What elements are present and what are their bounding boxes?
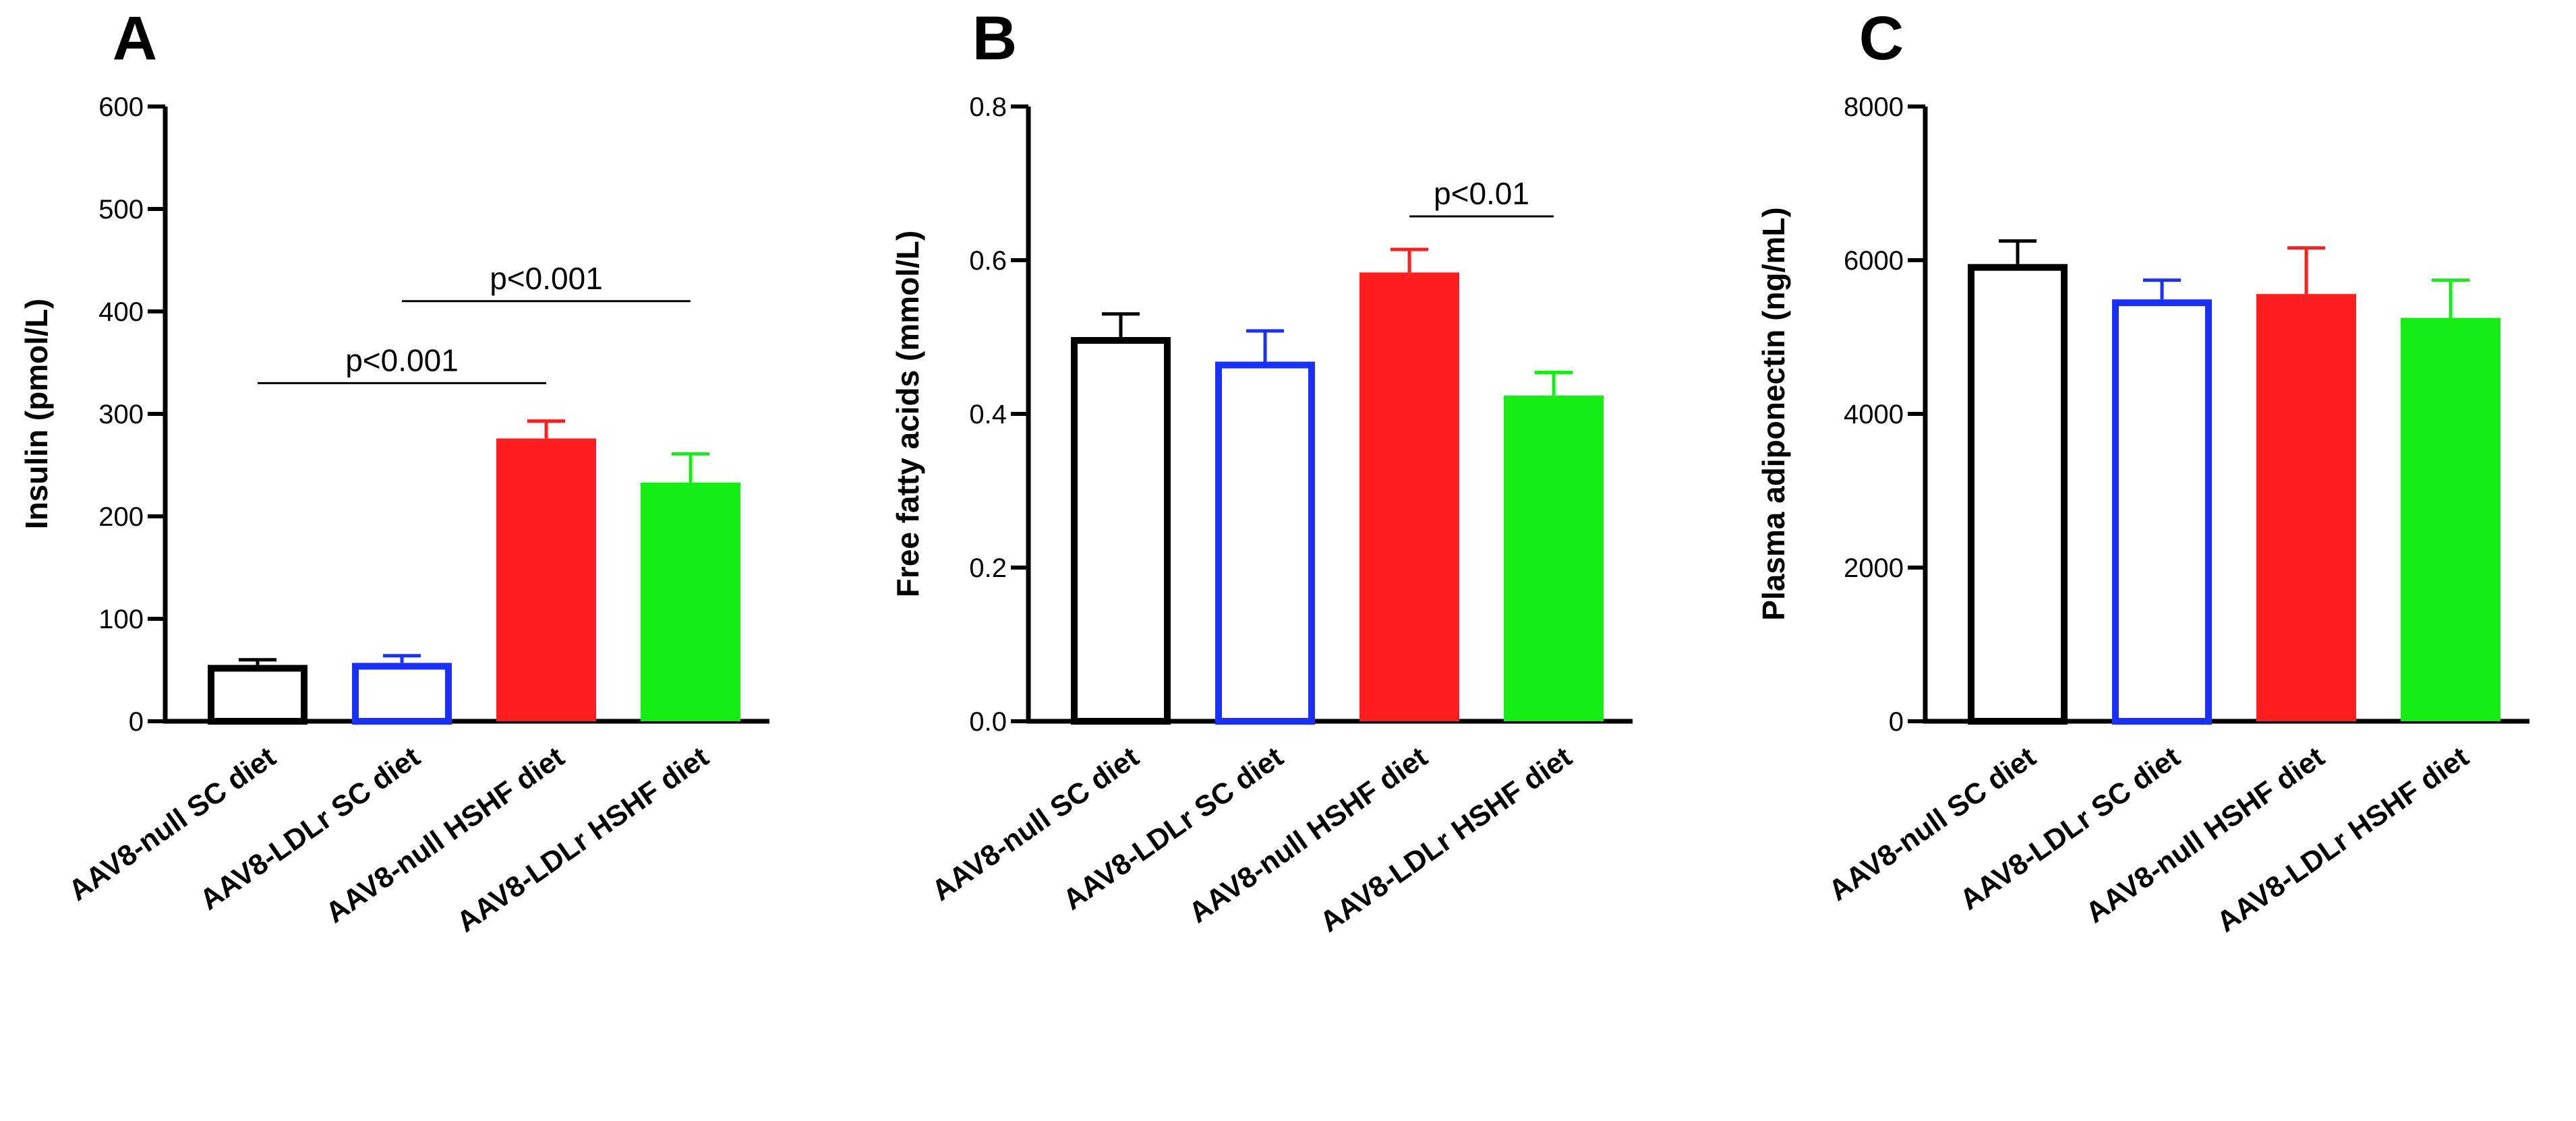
y-axis-label: Free fatty acids (mmol/L)	[890, 231, 925, 597]
x-tick-label: AAV8-LDLr HSHF diet	[1314, 741, 1578, 939]
y-tick-label: 0.8	[969, 92, 1007, 122]
panel-b: B Free fatty acids (mmol/L) 0.0 0.2 0.4 0.6 0.…	[890, 4, 1633, 939]
y-tick-label: 200	[98, 502, 144, 532]
y-tick-label: 400	[98, 297, 144, 327]
panel-letter: B	[972, 4, 1017, 73]
significance-label: p<0.01	[1434, 176, 1529, 211]
y-tick-label: 2000	[1844, 553, 1904, 583]
bar	[2401, 317, 2500, 721]
bar	[2112, 299, 2212, 725]
y-tick-label: 500	[98, 195, 144, 224]
bar	[641, 482, 740, 721]
bar	[496, 438, 596, 721]
y-tick-label: 0	[1889, 707, 1904, 737]
bar	[1504, 395, 1604, 721]
bar	[2256, 294, 2356, 721]
y-tick-label: 0.0	[969, 707, 1007, 737]
y-tick-label: 8000	[1844, 92, 1904, 122]
significance-label: p<0.001	[490, 261, 603, 296]
y-tick-label: 600	[98, 92, 144, 122]
panel-letter: A	[113, 4, 157, 73]
bar	[208, 665, 308, 725]
bar	[1215, 361, 1315, 725]
y-axis-label: Plasma adiponectin (ng/mL)	[1756, 207, 1791, 620]
y-tick-label: 0.2	[969, 553, 1007, 583]
y-tick-label: 4000	[1844, 400, 1904, 429]
panel-a: A Insulin (pmol/L) 0 100 200 300 400 500 600 AAV8…	[19, 4, 769, 939]
y-tick-label: 0	[129, 707, 144, 737]
bar	[1968, 264, 2068, 725]
x-tick-label: AAV8-null HSHF diet	[320, 741, 570, 930]
y-tick-label: 6000	[1844, 246, 1904, 276]
x-tick-label: AAV8-LDLr HSHF diet	[451, 741, 715, 939]
x-tick-label: AAV8-LDLr HSHF diet	[2211, 741, 2475, 939]
significance-label: p<0.001	[345, 342, 459, 377]
bar	[1071, 337, 1171, 725]
x-tick-label: AAV8-null HSHF diet	[2080, 741, 2330, 930]
y-tick-label: 0.6	[969, 246, 1007, 276]
panel-c: C Plasma adiponectin (ng/mL) 0 2000 4000 6000…	[1756, 4, 2529, 939]
bar	[352, 663, 452, 725]
y-axis-label: Insulin (pmol/L)	[19, 299, 54, 529]
y-tick-label: 0.4	[969, 400, 1007, 429]
y-tick-label: 300	[98, 400, 144, 429]
panel-letter: C	[1859, 4, 1904, 73]
bar	[1359, 272, 1459, 721]
x-tick-label: AAV8-null HSHF diet	[1183, 741, 1433, 930]
y-tick-label: 100	[98, 605, 144, 634]
